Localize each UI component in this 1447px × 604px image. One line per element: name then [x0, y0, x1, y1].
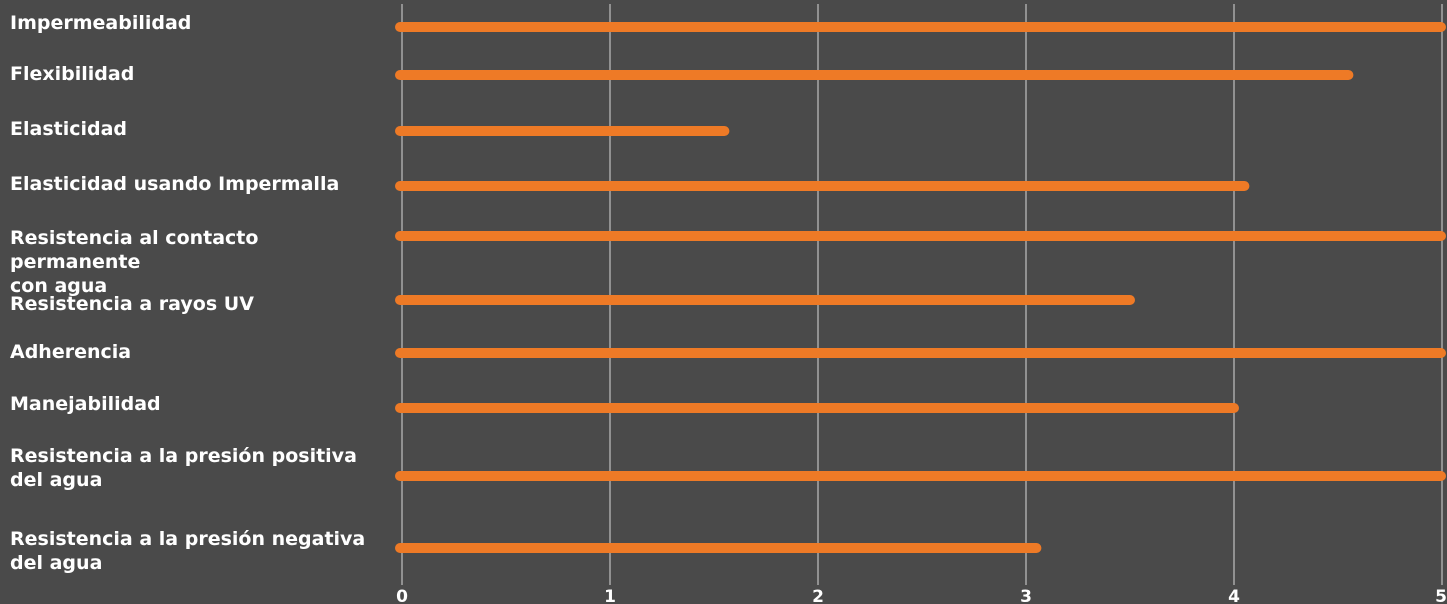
category-label: Elasticidad — [10, 117, 380, 141]
category-label-line: Resistencia a la presión positiva — [10, 445, 357, 467]
category-label-line: del agua — [10, 469, 103, 491]
category-label: Resistencia al contacto permanente con ag… — [10, 226, 380, 298]
category-label-line: Resistencia a la presión negativa — [10, 528, 366, 550]
x-tick-label-3: 3 — [1020, 587, 1032, 604]
x-tick-label-1: 1 — [604, 587, 616, 604]
category-label: Resistencia a la presión negativa del agu… — [10, 527, 380, 575]
x-tick-label-5: 5 — [1435, 587, 1447, 604]
category-label: Manejabilidad — [10, 392, 380, 416]
category-label-line: con agua — [10, 275, 108, 297]
category-label-line: Resistencia a rayos UV — [10, 293, 254, 315]
category-label-line: Adherencia — [10, 341, 132, 363]
x-tick-label-0: 0 — [396, 587, 408, 604]
x-tick-label-4: 4 — [1228, 587, 1240, 604]
category-label: Impermeabilidad — [10, 11, 380, 35]
category-label-line: del agua — [10, 552, 103, 574]
category-label: Adherencia — [10, 340, 380, 364]
category-label: Resistencia a la presión positiva del agu… — [10, 444, 380, 492]
category-label: Resistencia a rayos UV — [10, 292, 380, 316]
category-label-line: Impermeabilidad — [10, 12, 192, 34]
category-label-line: Elasticidad — [10, 118, 128, 140]
category-label-line: Resistencia al contacto permanente — [10, 227, 259, 273]
x-tick-label-2: 2 — [812, 587, 824, 604]
category-label: Elasticidad usando Impermalla — [10, 172, 380, 196]
category-label-line: Elasticidad usando Impermalla — [10, 173, 340, 195]
category-label-line: Manejabilidad — [10, 393, 161, 415]
category-label: Flexibilidad — [10, 62, 380, 86]
category-label-line: Flexibilidad — [10, 63, 135, 85]
